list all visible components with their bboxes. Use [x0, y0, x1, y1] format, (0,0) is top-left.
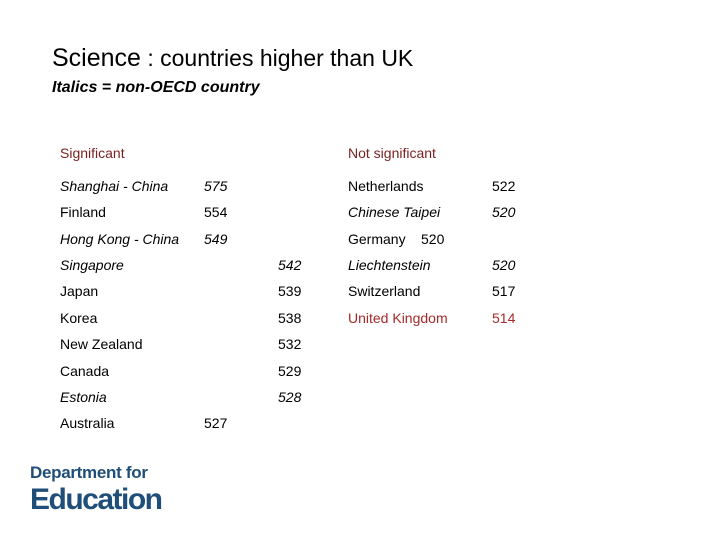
sig-score-canada: 529 [278, 363, 302, 379]
sig-country-hong-kong: Hong Kong - China [60, 231, 180, 247]
sig-country-korea: Korea [60, 310, 98, 326]
title-rest: : countries higher than UK [140, 45, 414, 71]
sig-score-finland: 554 [204, 204, 228, 220]
page-subtitle: Italics = non-OECD country [52, 79, 260, 96]
sig-country-finland: Finland [60, 204, 106, 220]
sig-score-japan: 539 [278, 283, 302, 299]
sig-country-canada: Canada [60, 363, 110, 379]
sig-country-singapore: Singapore [60, 257, 124, 273]
ns-score-liechtenstein: 520 [492, 257, 516, 273]
page-title: Science : countries higher than UK [52, 44, 413, 73]
ns-country-united-kingdom: United Kingdom [348, 310, 448, 326]
significant-header: Significant [60, 145, 125, 161]
title-main: Science [52, 44, 141, 72]
logo-line1: Department for [30, 463, 148, 482]
sig-score-singapore: 542 [278, 257, 302, 273]
sig-score-australia: 527 [204, 415, 228, 431]
sig-country-estonia: Estonia [60, 389, 107, 405]
ns-score-germany: 520 [421, 231, 445, 247]
sig-country-new-zealand: New Zealand [60, 336, 143, 352]
sig-country-japan: Japan [60, 283, 99, 299]
ns-score-switzerland: 517 [492, 283, 516, 299]
ns-country-chinese-taipei: Chinese Taipei [348, 204, 441, 220]
sig-score-hong-kong: 549 [204, 231, 228, 247]
ns-country-switzerland: Switzerland [348, 283, 421, 299]
ns-score-netherlands: 522 [492, 178, 516, 194]
sig-country-shanghai: Shanghai - China [60, 178, 169, 194]
sig-score-estonia: 528 [278, 389, 302, 405]
ns-score-chinese-taipei: 520 [492, 204, 516, 220]
ns-country-germany: Germany [348, 231, 406, 247]
sig-score-new-zealand: 532 [278, 336, 302, 352]
ns-country-liechtenstein: Liechtenstein [348, 257, 431, 273]
not-significant-header: Not significant [348, 145, 436, 161]
dfe-logo: Department for Education [30, 463, 163, 516]
logo-line2: Education [30, 483, 163, 516]
ns-score-united-kingdom: 514 [492, 310, 516, 326]
sig-country-australia: Australia [60, 415, 115, 431]
ns-country-netherlands: Netherlands [348, 178, 424, 194]
sig-score-korea: 538 [278, 310, 302, 326]
sig-score-shanghai: 575 [204, 178, 228, 194]
